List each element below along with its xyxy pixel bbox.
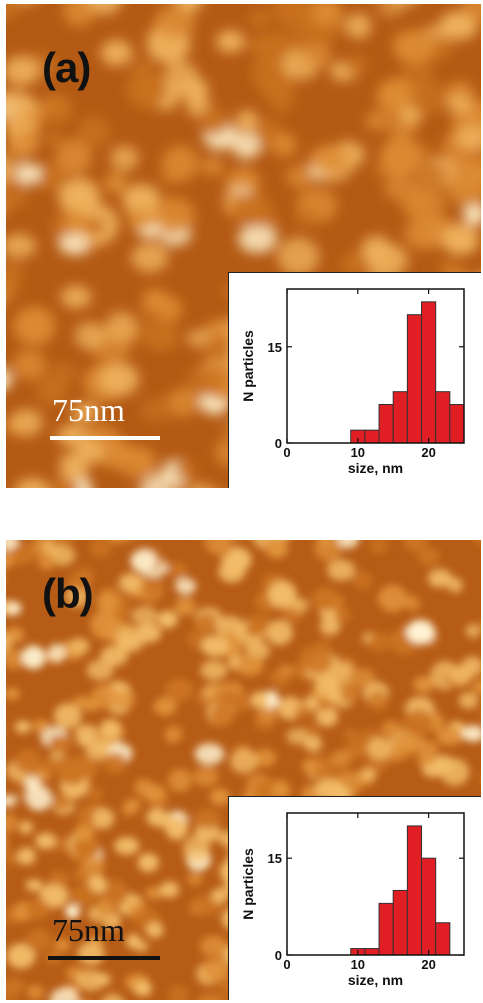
histogram-bar [435,391,451,444]
histogram-bar [378,902,394,956]
x-tick-label: 0 [283,445,290,460]
histogram-bar [364,429,380,444]
histogram-bar [378,404,394,444]
afm-panel-b: (b) 75nm 0 10 20 0 15 size, nm N particles [6,540,481,1000]
histogram-bar [392,391,408,444]
histogram-bar [435,922,451,956]
histogram-bar [421,857,437,956]
panel-label: (b) [42,570,94,617]
scale-bar-label: 75nm [52,392,125,428]
histogram-bar [392,889,408,956]
x-tick-label: 10 [351,957,365,972]
plot-frame [286,288,465,444]
histogram-bar [406,314,423,444]
y-tick-label: 15 [268,851,282,866]
histogram-chart: 0 10 20 0 15 size, nm N particles [240,812,465,988]
panel-label: (a) [42,44,91,91]
x-tick-label: 20 [421,957,435,972]
histogram-inset-b: 0 10 20 0 15 size, nm N particles [228,796,481,1000]
x-axis-label: size, nm [348,972,403,988]
x-tick-label: 10 [351,445,365,460]
histogram-inset-a: 0 10 20 0 15 size, nm N particles [228,272,481,488]
histogram-chart: 0 10 20 0 15 size, nm N particles [240,288,465,476]
plot-frame [286,812,465,956]
scale-bar-label: 75nm [52,912,125,948]
y-tick-label: 0 [275,436,282,451]
histogram-bar [449,404,465,444]
afm-panel-a: (a) 75nm 0 10 20 0 15 size, nm N particles [6,4,481,488]
histogram-bar [364,948,380,956]
scale-bar [50,436,160,440]
histogram-bar [421,301,437,444]
y-axis-label: N particles [240,330,256,402]
y-tick-label: 15 [268,340,282,355]
x-tick-label: 20 [421,445,435,460]
y-tick-label: 0 [275,948,282,963]
scale-bar [48,956,160,960]
y-axis-label: N particles [240,848,256,920]
histogram-bar [406,825,423,956]
x-axis-label: size, nm [348,460,403,476]
x-tick-label: 0 [283,957,290,972]
